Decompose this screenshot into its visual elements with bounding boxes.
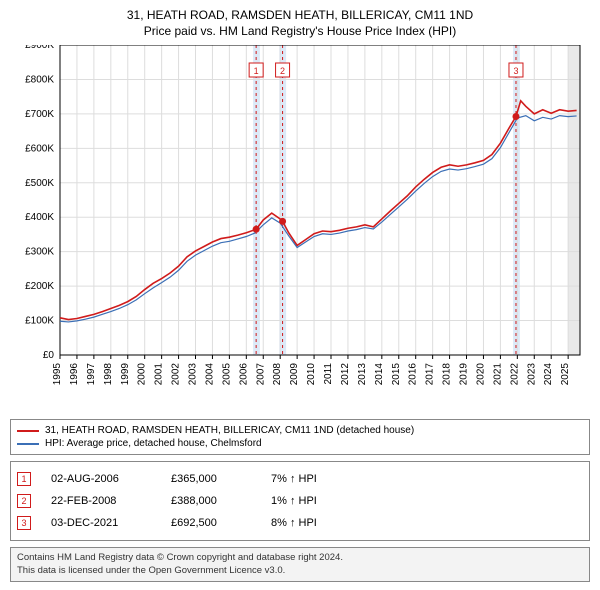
event-date: 03-DEC-2021 xyxy=(51,517,151,529)
svg-text:1998: 1998 xyxy=(103,363,114,386)
svg-text:2012: 2012 xyxy=(340,363,351,386)
event-row: 2 22-FEB-2008 £388,000 1% ↑ HPI xyxy=(17,490,583,512)
svg-text:2000: 2000 xyxy=(137,363,148,386)
legend-label: HPI: Average price, detached house, Chel… xyxy=(45,438,262,449)
svg-text:£400K: £400K xyxy=(25,212,54,223)
svg-text:£700K: £700K xyxy=(25,109,54,120)
svg-text:£200K: £200K xyxy=(25,281,54,292)
svg-text:2007: 2007 xyxy=(255,363,266,386)
footer-line-2: This data is licensed under the Open Gov… xyxy=(17,565,583,577)
svg-text:£0: £0 xyxy=(43,350,55,361)
svg-text:2023: 2023 xyxy=(526,363,537,386)
svg-text:2005: 2005 xyxy=(221,363,232,386)
svg-text:2021: 2021 xyxy=(492,363,503,386)
svg-text:2010: 2010 xyxy=(306,363,317,386)
title-line-1: 31, HEATH ROAD, RAMSDEN HEATH, BILLERICA… xyxy=(10,8,590,24)
svg-text:1996: 1996 xyxy=(69,363,80,386)
svg-text:1999: 1999 xyxy=(120,363,131,386)
event-price: £388,000 xyxy=(171,495,251,507)
legend-box: 31, HEATH ROAD, RAMSDEN HEATH, BILLERICA… xyxy=(10,419,590,455)
event-marker: 2 xyxy=(17,494,31,508)
svg-text:£100K: £100K xyxy=(25,316,54,327)
event-pct: 1% ↑ HPI xyxy=(271,495,361,507)
legend-row: HPI: Average price, detached house, Chel… xyxy=(17,437,583,450)
svg-text:2009: 2009 xyxy=(289,363,300,386)
svg-text:2013: 2013 xyxy=(357,363,368,386)
svg-text:2015: 2015 xyxy=(391,363,402,386)
event-row: 3 03-DEC-2021 £692,500 8% ↑ HPI xyxy=(17,512,583,534)
chart-area: £0 £100K £200K £300K £400K £500K £600K £700K £80… xyxy=(10,45,590,415)
footer-box: Contains HM Land Registry data © Crown c… xyxy=(10,547,590,582)
svg-text:£800K: £800K xyxy=(25,75,54,86)
svg-text:2020: 2020 xyxy=(475,363,486,386)
svg-text:2016: 2016 xyxy=(408,363,419,386)
svg-text:3: 3 xyxy=(513,66,518,76)
event-date: 22-FEB-2008 xyxy=(51,495,151,507)
svg-text:2001: 2001 xyxy=(154,363,165,386)
chart-container: 31, HEATH ROAD, RAMSDEN HEATH, BILLERICA… xyxy=(0,0,600,590)
svg-text:2014: 2014 xyxy=(374,363,385,386)
svg-text:2011: 2011 xyxy=(323,363,334,385)
svg-text:2018: 2018 xyxy=(442,363,453,386)
events-box: 1 02-AUG-2006 £365,000 7% ↑ HPI 2 22-FEB-2008… xyxy=(10,461,590,541)
svg-text:£600K: £600K xyxy=(25,144,54,155)
svg-text:2019: 2019 xyxy=(459,363,470,386)
event-date: 02-AUG-2006 xyxy=(51,473,151,485)
svg-text:2003: 2003 xyxy=(188,363,199,386)
svg-text:2017: 2017 xyxy=(425,363,436,386)
svg-text:2006: 2006 xyxy=(238,363,249,386)
svg-text:2004: 2004 xyxy=(204,363,215,386)
svg-text:2002: 2002 xyxy=(171,363,182,386)
title-line-2: Price paid vs. HM Land Registry's House … xyxy=(10,24,590,40)
title-block: 31, HEATH ROAD, RAMSDEN HEATH, BILLERICA… xyxy=(10,8,590,39)
svg-text:2025: 2025 xyxy=(560,363,571,386)
event-marker: 1 xyxy=(17,472,31,486)
legend-swatch xyxy=(17,443,39,445)
svg-text:2024: 2024 xyxy=(543,363,554,386)
svg-text:£500K: £500K xyxy=(25,178,54,189)
svg-text:£900K: £900K xyxy=(25,45,54,51)
event-row: 1 02-AUG-2006 £365,000 7% ↑ HPI xyxy=(17,468,583,490)
svg-text:1: 1 xyxy=(254,66,259,76)
svg-text:2022: 2022 xyxy=(509,363,520,386)
event-price: £365,000 xyxy=(171,473,251,485)
event-price: £692,500 xyxy=(171,517,251,529)
event-pct: 7% ↑ HPI xyxy=(271,473,361,485)
event-marker: 3 xyxy=(17,516,31,530)
chart-svg: £0 £100K £200K £300K £400K £500K £600K £700K £80… xyxy=(10,45,590,415)
legend-row: 31, HEATH ROAD, RAMSDEN HEATH, BILLERICA… xyxy=(17,424,583,437)
svg-text:£300K: £300K xyxy=(25,247,54,258)
svg-text:1995: 1995 xyxy=(52,363,63,386)
legend-swatch xyxy=(17,430,39,432)
legend-label: 31, HEATH ROAD, RAMSDEN HEATH, BILLERICA… xyxy=(45,425,414,436)
svg-text:1997: 1997 xyxy=(86,363,97,386)
footer-line-1: Contains HM Land Registry data © Crown c… xyxy=(17,552,583,564)
event-pct: 8% ↑ HPI xyxy=(271,517,361,529)
svg-text:2008: 2008 xyxy=(272,363,283,386)
svg-text:2: 2 xyxy=(280,66,285,76)
